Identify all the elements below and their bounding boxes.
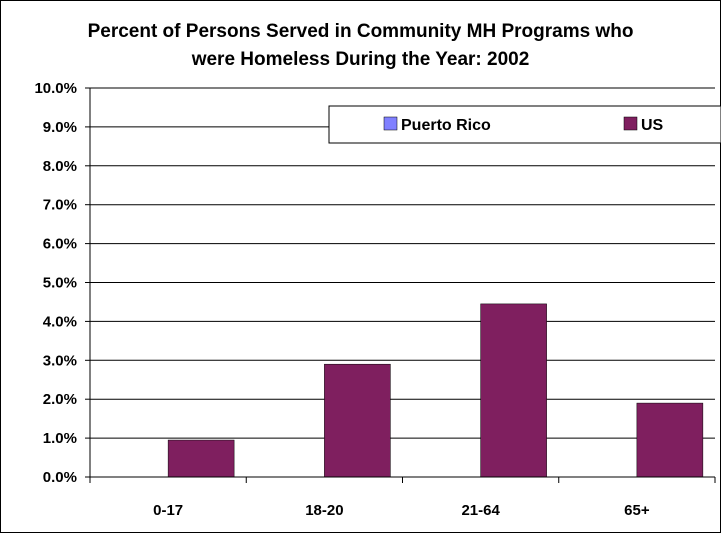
legend: Puerto Rico US bbox=[328, 105, 721, 144]
bars bbox=[167, 303, 704, 478]
y-axis-ticks: 0.0% 1.0% 2.0% 3.0% 4.0% 5.0% 6.0% 7.0% 8.0% 9.0%… bbox=[34, 80, 90, 486]
bar-us bbox=[480, 303, 547, 478]
x-category-label: 0-17 bbox=[153, 502, 183, 519]
y-tick-label: 1.0% bbox=[43, 430, 77, 447]
legend-label: Puerto Rico bbox=[401, 117, 491, 134]
legend-swatch bbox=[623, 116, 638, 131]
chart-title-line-1: Percent of Persons Served in Community M… bbox=[87, 21, 634, 42]
y-tick-label: 4.0% bbox=[43, 313, 77, 330]
x-category-label: 18-20 bbox=[305, 502, 343, 519]
y-tick-label: 2.0% bbox=[43, 391, 77, 408]
bar-us bbox=[636, 402, 704, 478]
y-tick-label: 10.0% bbox=[34, 80, 77, 97]
x-category-label: 65+ bbox=[624, 502, 650, 519]
axes bbox=[89, 88, 716, 483]
chart-title: Percent of Persons Served in Community M… bbox=[0, 18, 721, 74]
x-category-label: 21-64 bbox=[461, 502, 500, 519]
legend-label: US bbox=[641, 117, 664, 134]
bar-us bbox=[167, 439, 235, 478]
chart-title-line-2: were Homeless During the Year: 2002 bbox=[191, 49, 530, 70]
bar-us bbox=[324, 363, 391, 478]
x-axis-categories: 0-17 18-20 21-64 65+ bbox=[153, 502, 650, 519]
y-tick-label: 0.0% bbox=[43, 469, 77, 486]
y-tick-label: 6.0% bbox=[43, 236, 77, 253]
y-tick-label: 5.0% bbox=[43, 275, 77, 292]
legend-swatch bbox=[383, 116, 398, 131]
y-tick-label: 3.0% bbox=[43, 352, 77, 369]
y-tick-label: 7.0% bbox=[43, 197, 77, 214]
y-tick-label: 8.0% bbox=[43, 158, 77, 175]
y-tick-label: 9.0% bbox=[43, 119, 77, 136]
